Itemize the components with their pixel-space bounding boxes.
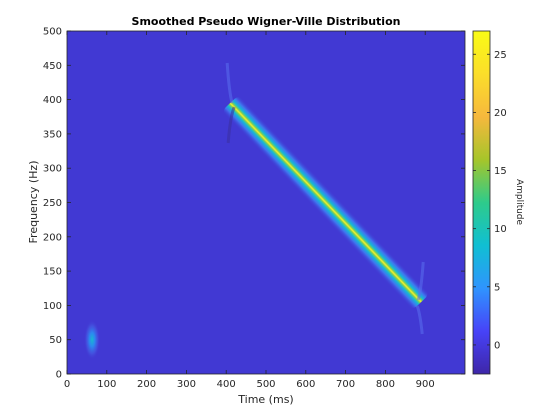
colorbar-label: Amplitude: [514, 179, 524, 226]
y-tick-label: 150: [43, 267, 62, 278]
x-axis-label: Time (ms): [237, 393, 293, 406]
blob-component: [84, 319, 101, 360]
chart-title: Smoothed Pseudo Wigner-Ville Distributio…: [132, 15, 401, 28]
heatmap-layer: [84, 62, 428, 360]
x-tick-label: 0: [64, 379, 70, 390]
x-tick-label: 900: [416, 379, 435, 390]
x-tick-label: 300: [177, 379, 196, 390]
colorbar-tick-label: 20: [494, 108, 507, 119]
y-tick-label: 250: [43, 198, 62, 209]
y-axis-label: Frequency (Hz): [27, 161, 40, 244]
colorbar-tick-label: 25: [494, 50, 507, 61]
y-tick-label: 500: [43, 27, 62, 38]
x-axis: 0 100 200 300 400 500 600 700 800 900: [64, 31, 435, 390]
x-tick-label: 400: [217, 379, 236, 390]
x-tick-label: 500: [256, 379, 275, 390]
y-tick-label: 200: [43, 232, 62, 243]
y-tick-label: 100: [43, 301, 62, 312]
colorbar-ticks: 0 5 10 15 20 25: [473, 50, 507, 351]
colorbar: [472, 30, 491, 375]
x-tick-label: 600: [296, 379, 315, 390]
colorbar-tick-label: 0: [494, 340, 500, 351]
plot-background: [67, 31, 465, 374]
y-axis: 0 50 100 150 200 250 300 350 400 450 500: [43, 27, 465, 381]
colorbar-tick-label: 5: [494, 282, 500, 293]
x-tick-label: 800: [376, 379, 395, 390]
x-tick-label: 100: [97, 379, 116, 390]
colorbar-tick-label: 10: [494, 224, 507, 235]
y-tick-label: 0: [56, 370, 62, 381]
colorbar-tick-label: 15: [494, 166, 507, 177]
y-tick-label: 50: [49, 335, 62, 346]
x-tick-label: 700: [336, 379, 355, 390]
x-tick-label: 200: [137, 379, 156, 390]
y-tick-label: 350: [43, 129, 62, 140]
y-tick-label: 400: [43, 95, 62, 106]
y-tick-label: 300: [43, 164, 62, 175]
y-tick-label: 450: [43, 61, 62, 72]
chirp-ridge: [224, 97, 428, 308]
chirp-edge-artifacts: [225, 62, 425, 335]
